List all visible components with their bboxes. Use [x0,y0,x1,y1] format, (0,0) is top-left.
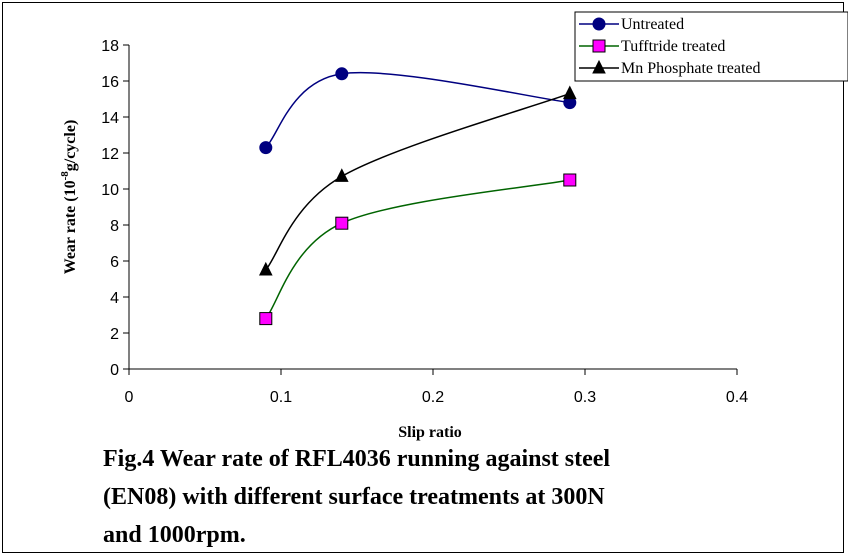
y-tick-label: 10 [101,182,119,199]
legend-marker [592,59,606,74]
y-tick-label: 16 [101,74,119,91]
chart-legend: Untreated Tufftride treated Mn Phosphate t… [574,11,848,82]
legend-entry: Mn Phosphate treated [579,59,761,77]
legend-marker [592,39,606,53]
legend-label: Mn Phosphate treated [621,60,761,77]
y-tick-label: 18 [101,38,119,55]
y-axis-title: Wear rate (10-8g/cycle) [59,120,79,275]
y-tick-label: 4 [110,290,119,307]
data-point [335,216,349,230]
y-tick-label: 6 [110,254,119,271]
data-point [259,312,273,326]
data-point [563,173,577,187]
data-point [334,168,349,182]
x-tick-label: 0.4 [726,389,748,406]
series-square-group [259,173,577,326]
legend-marker [592,17,606,31]
legend-entry: Untreated [579,16,684,33]
y-tick-label: 0 [110,362,119,379]
x-axis-title: Slip ratio [398,424,462,441]
data-point [562,85,577,100]
y-tick-label: 2 [110,326,119,343]
y-tick-label: 8 [110,218,119,235]
caption-line-2: (EN08) with different surface treatments… [103,484,605,510]
x-tick-label: 0.1 [270,389,292,406]
series-line [265,179,570,320]
series-circle-group [259,67,577,155]
figure-caption: Fig.4 Wear rate of RFL4036 running again… [103,440,803,554]
legend-box [574,11,848,82]
series-line [265,71,570,149]
legend-entry: Tufftride treated [579,38,725,55]
series-line [265,92,571,271]
data-point [258,261,273,276]
caption-line-1: Fig.4 Wear rate of RFL4036 running again… [103,446,611,472]
data-point [259,141,273,155]
x-tick-label: 0.3 [574,389,596,406]
legend-label: Tufftride treated [621,38,725,55]
series-triangle-group [258,85,577,276]
caption-line-3: and 1000rpm. [103,522,246,548]
x-tick-label: 0.2 [422,389,444,406]
legend-label: Untreated [621,16,684,33]
data-point [335,67,349,81]
chart-series-layer [258,67,577,326]
x-tick-label: 0 [125,389,134,406]
chart-axes: 0 2 4 6 8 10 12 14 16 18 0 0.1 0.2 0.3 0.4 [101,38,748,406]
y-tick-label: 14 [101,110,119,127]
y-tick-label: 12 [101,146,119,163]
